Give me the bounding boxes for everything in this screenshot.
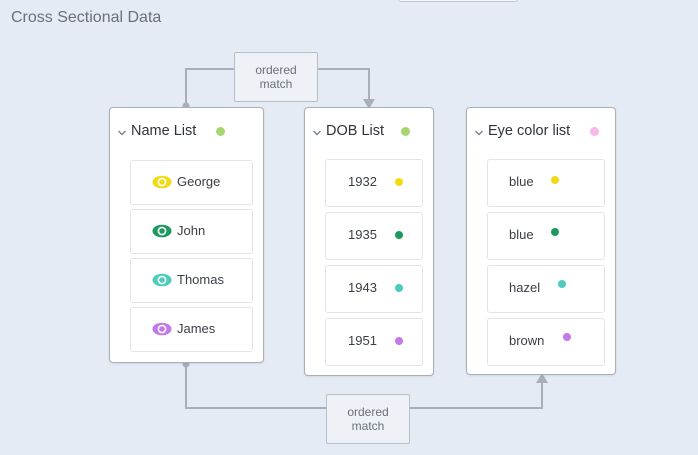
list-item[interactable]: brown xyxy=(487,318,605,366)
top-connector-line xyxy=(185,68,370,106)
list-item-dot xyxy=(551,176,559,184)
list-item-dot xyxy=(395,337,403,345)
list-item-label: James xyxy=(177,321,216,336)
list-item-label: brown xyxy=(509,333,545,348)
list-item[interactable]: Thomas xyxy=(130,258,253,303)
panel-dob-list[interactable]: DOB List 1932 1935 1943 1951 xyxy=(304,107,434,376)
bottom-connector-arrow xyxy=(536,373,548,383)
list-item-label: hazel xyxy=(509,280,541,295)
chevron-down-icon[interactable] xyxy=(118,129,126,137)
list-item-label: blue xyxy=(509,174,534,189)
ordered-match-label-top: ordered match xyxy=(234,52,318,102)
status-dot xyxy=(401,127,410,136)
list-item-label: John xyxy=(177,223,206,238)
list-item[interactable]: 1932 xyxy=(325,159,423,207)
eye-icon xyxy=(152,224,172,238)
list-item-label: 1935 xyxy=(348,227,377,242)
list-item[interactable]: 1935 xyxy=(325,212,423,260)
list-item[interactable]: George xyxy=(130,160,253,205)
label-line: match xyxy=(351,419,385,433)
chevron-down-icon[interactable] xyxy=(313,129,321,137)
list-item-label: George xyxy=(177,174,221,189)
list-item-dot xyxy=(395,284,403,292)
label-line: ordered xyxy=(347,405,389,419)
list-item-dot xyxy=(395,231,403,239)
list-item-label: blue xyxy=(509,227,534,242)
top-connector-arrow xyxy=(363,99,375,109)
ordered-match-label-bottom: ordered match xyxy=(326,394,410,444)
panel-title: DOB List xyxy=(326,123,385,139)
eye-icon xyxy=(152,175,172,189)
panel-title: Name List xyxy=(131,123,197,139)
list-item[interactable]: John xyxy=(130,209,253,254)
list-item-dot xyxy=(551,228,559,236)
list-item-label: 1951 xyxy=(348,333,377,348)
status-dot xyxy=(216,127,225,136)
status-dot xyxy=(590,127,599,136)
panel-eye-color-list[interactable]: Eye color list blue blue hazel brown xyxy=(466,107,616,375)
panel-title: Eye color list xyxy=(488,123,571,139)
list-item-label: 1932 xyxy=(348,174,377,189)
list-item[interactable]: James xyxy=(130,307,253,352)
list-item[interactable]: hazel xyxy=(487,265,605,313)
list-item-label: 1943 xyxy=(348,280,377,295)
label-line: ordered xyxy=(255,63,297,77)
list-item[interactable]: blue xyxy=(487,212,605,260)
list-item[interactable]: blue xyxy=(487,159,605,207)
eye-icon xyxy=(152,273,172,287)
bottom-connector-line xyxy=(185,364,543,409)
list-item-dot xyxy=(558,280,566,288)
chevron-down-icon[interactable] xyxy=(475,129,483,137)
list-item-dot xyxy=(563,333,571,341)
eye-icon xyxy=(152,322,172,336)
list-item[interactable]: 1943 xyxy=(325,265,423,313)
panel-name-list[interactable]: Name List George John Thomas James xyxy=(109,107,264,363)
list-item[interactable]: 1951 xyxy=(325,318,423,366)
list-item-label: Thomas xyxy=(177,272,224,287)
list-item-dot xyxy=(395,178,403,186)
page-title: Cross Sectional Data xyxy=(11,9,162,26)
label-line: match xyxy=(259,77,293,91)
